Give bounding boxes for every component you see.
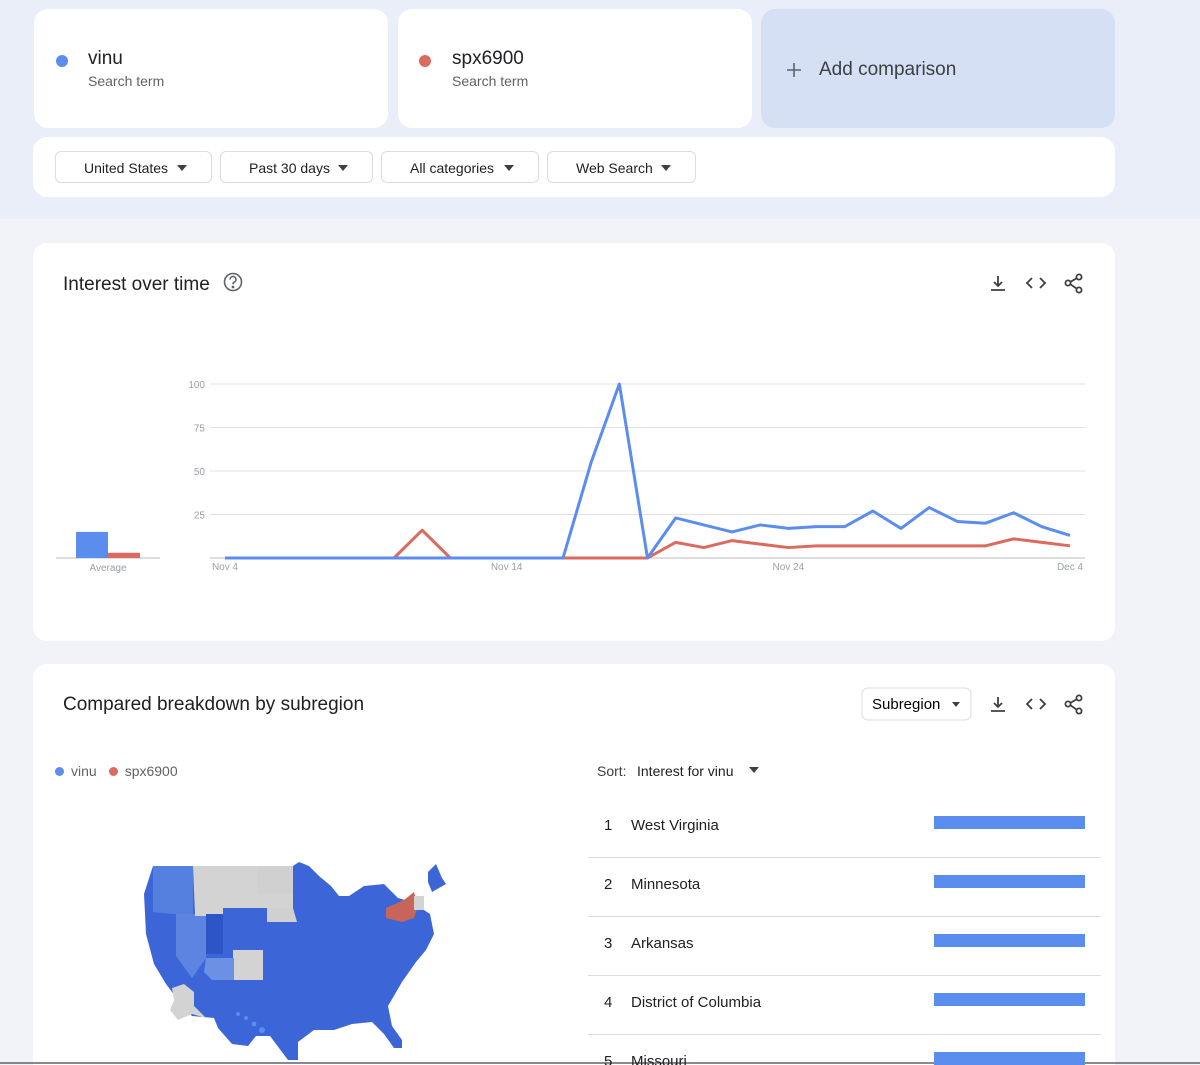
download-icon[interactable] bbox=[991, 276, 1005, 291]
resolution-label: Subregion bbox=[872, 696, 940, 713]
term-card[interactable]: spx6900 Search term bbox=[398, 9, 752, 128]
region-row[interactable]: 1 West Virginia bbox=[588, 798, 1101, 858]
resolution-dropdown[interactable] bbox=[861, 687, 972, 721]
download-icon[interactable] bbox=[991, 697, 1005, 712]
legend-dot bbox=[55, 767, 64, 776]
y-tick-label: 75 bbox=[194, 424, 206, 435]
x-tick-label: Nov 24 bbox=[772, 562, 804, 573]
term-dot bbox=[419, 55, 431, 67]
term-label: Search term bbox=[88, 73, 165, 89]
embed-icon[interactable] bbox=[1025, 698, 1047, 710]
region-row[interactable]: 2 Minnesota bbox=[588, 857, 1101, 917]
embed-icon[interactable] bbox=[1025, 277, 1047, 289]
legend-label: vinu bbox=[71, 763, 97, 779]
term-label: Search term bbox=[452, 73, 529, 89]
term-card[interactable]: vinu Search term bbox=[34, 9, 388, 128]
x-tick-label: Nov 4 bbox=[212, 562, 239, 573]
help-icon[interactable] bbox=[223, 272, 243, 292]
region-name: Missouri bbox=[631, 1053, 687, 1065]
filter-bar: United States Past 30 days All categorie… bbox=[33, 137, 1115, 197]
average-bar bbox=[108, 552, 140, 558]
region-name: District of Columbia bbox=[631, 994, 762, 1011]
dropdown-arrow bbox=[749, 767, 759, 773]
region-row[interactable]: 4 District of Columbia bbox=[588, 975, 1101, 1035]
legend-label: spx6900 bbox=[124, 763, 178, 779]
card-actions[interactable] bbox=[991, 694, 1083, 715]
average-bar bbox=[76, 531, 108, 558]
region-rank: 3 bbox=[604, 935, 613, 952]
region-rank: 2 bbox=[604, 876, 613, 893]
term-dot bbox=[56, 55, 68, 67]
region-bar bbox=[934, 993, 1085, 1006]
region-name: Minnesota bbox=[631, 876, 701, 893]
filter[interactable]: All categories bbox=[381, 151, 539, 183]
breakdown-legend: vinu spx6900 bbox=[55, 763, 178, 779]
region-bar bbox=[934, 934, 1085, 947]
region-rank: 1 bbox=[604, 817, 613, 834]
term: spx6900 bbox=[452, 48, 524, 69]
filter[interactable]: Web Search bbox=[547, 151, 696, 183]
region-name: West Virginia bbox=[631, 817, 719, 834]
interest-card bbox=[33, 243, 1115, 641]
region-bar bbox=[934, 1052, 1085, 1065]
y-tick-label: 50 bbox=[194, 467, 206, 478]
us-map bbox=[144, 862, 446, 1060]
card-actions[interactable] bbox=[991, 273, 1083, 294]
add-comparison[interactable]: Add comparison bbox=[761, 9, 1115, 128]
region-row[interactable]: 5 Missouri bbox=[588, 1034, 1101, 1065]
region-bar bbox=[934, 875, 1085, 888]
legend-dot bbox=[108, 767, 118, 776]
breakdown-title: Compared breakdown by subregion bbox=[63, 694, 364, 715]
region-rank: 4 bbox=[604, 994, 613, 1011]
add-comparison-label: Add comparison bbox=[819, 59, 957, 80]
sort-label: Sort: bbox=[597, 763, 627, 779]
share-icon[interactable] bbox=[1064, 273, 1083, 294]
dropdown-arrow bbox=[952, 702, 960, 707]
term: vinu bbox=[88, 48, 123, 69]
region-rank: 5 bbox=[604, 1053, 613, 1065]
share-icon[interactable] bbox=[1064, 694, 1083, 715]
region-bar bbox=[934, 816, 1085, 829]
plus-icon bbox=[787, 63, 801, 77]
filter[interactable]: United States bbox=[55, 151, 212, 183]
series-line bbox=[225, 382, 1071, 560]
average-label: Average bbox=[89, 563, 127, 574]
x-tick-label: Dec 4 bbox=[1057, 562, 1084, 573]
region-name: Arkansas bbox=[631, 935, 694, 952]
region-row[interactable]: 3 Arkansas bbox=[588, 916, 1101, 976]
y-tick-label: 100 bbox=[188, 380, 205, 391]
x-tick-label: Nov 14 bbox=[491, 562, 523, 573]
filter[interactable]: Past 30 days bbox=[220, 151, 373, 183]
y-tick-label: 25 bbox=[194, 511, 206, 522]
chart-title: Interest over time bbox=[63, 274, 210, 295]
sort-value[interactable]: Interest for vinu bbox=[637, 763, 734, 779]
